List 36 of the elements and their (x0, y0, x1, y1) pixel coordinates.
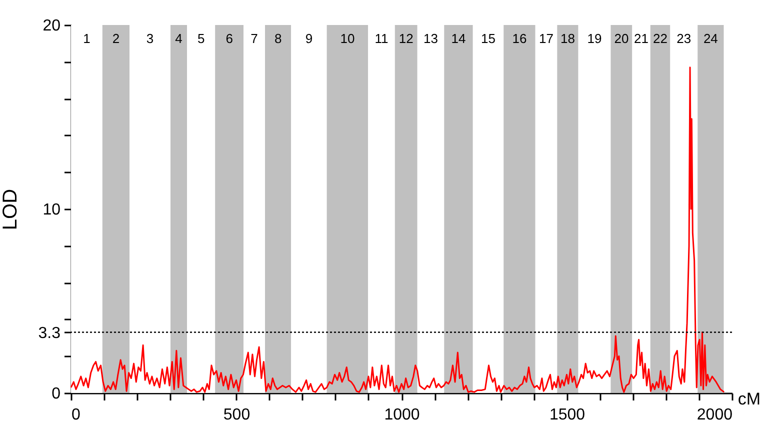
band-label: 4 (175, 31, 182, 46)
band-label: 3 (146, 31, 154, 46)
y-tick-label: 10 (42, 202, 61, 218)
band-label: 2 (112, 31, 120, 46)
line-series (70, 66, 725, 393)
y-axis-title: LOD (0, 188, 22, 230)
band-label: 13 (424, 31, 438, 46)
band-label: 20 (614, 31, 629, 46)
x-tick-label: 500 (223, 406, 250, 424)
band-label: 5 (197, 31, 205, 46)
band-label: 19 (587, 31, 602, 46)
x-axis-title: cM (738, 390, 760, 408)
band-label: 8 (274, 31, 282, 46)
band-label: 12 (398, 31, 414, 46)
band-label: 15 (481, 31, 496, 46)
band-label: 11 (374, 31, 388, 46)
y-tick-label: 0 (52, 386, 61, 402)
band-label: 18 (560, 31, 575, 46)
band-label: 7 (250, 31, 258, 46)
band-label: 22 (653, 31, 668, 46)
band-label: 24 (703, 31, 718, 46)
band-label: 9 (305, 31, 313, 46)
y-tick-label: 3.3 (38, 324, 61, 342)
band-label: 16 (512, 31, 527, 46)
x-tick-label: 0 (72, 406, 80, 424)
band-label: 21 (634, 31, 649, 46)
x-tick-label: 2000 (696, 406, 733, 424)
x-tick-label: 1500 (549, 406, 586, 424)
band-label: 10 (340, 31, 355, 46)
band-label: 14 (451, 31, 466, 46)
band-label: 23 (676, 31, 692, 46)
x-tick-label: 1000 (384, 406, 420, 424)
band-label: 17 (539, 31, 554, 46)
y-tick-label: 20 (42, 18, 61, 34)
band-label: 1 (83, 31, 90, 46)
band-label: 6 (226, 31, 233, 46)
